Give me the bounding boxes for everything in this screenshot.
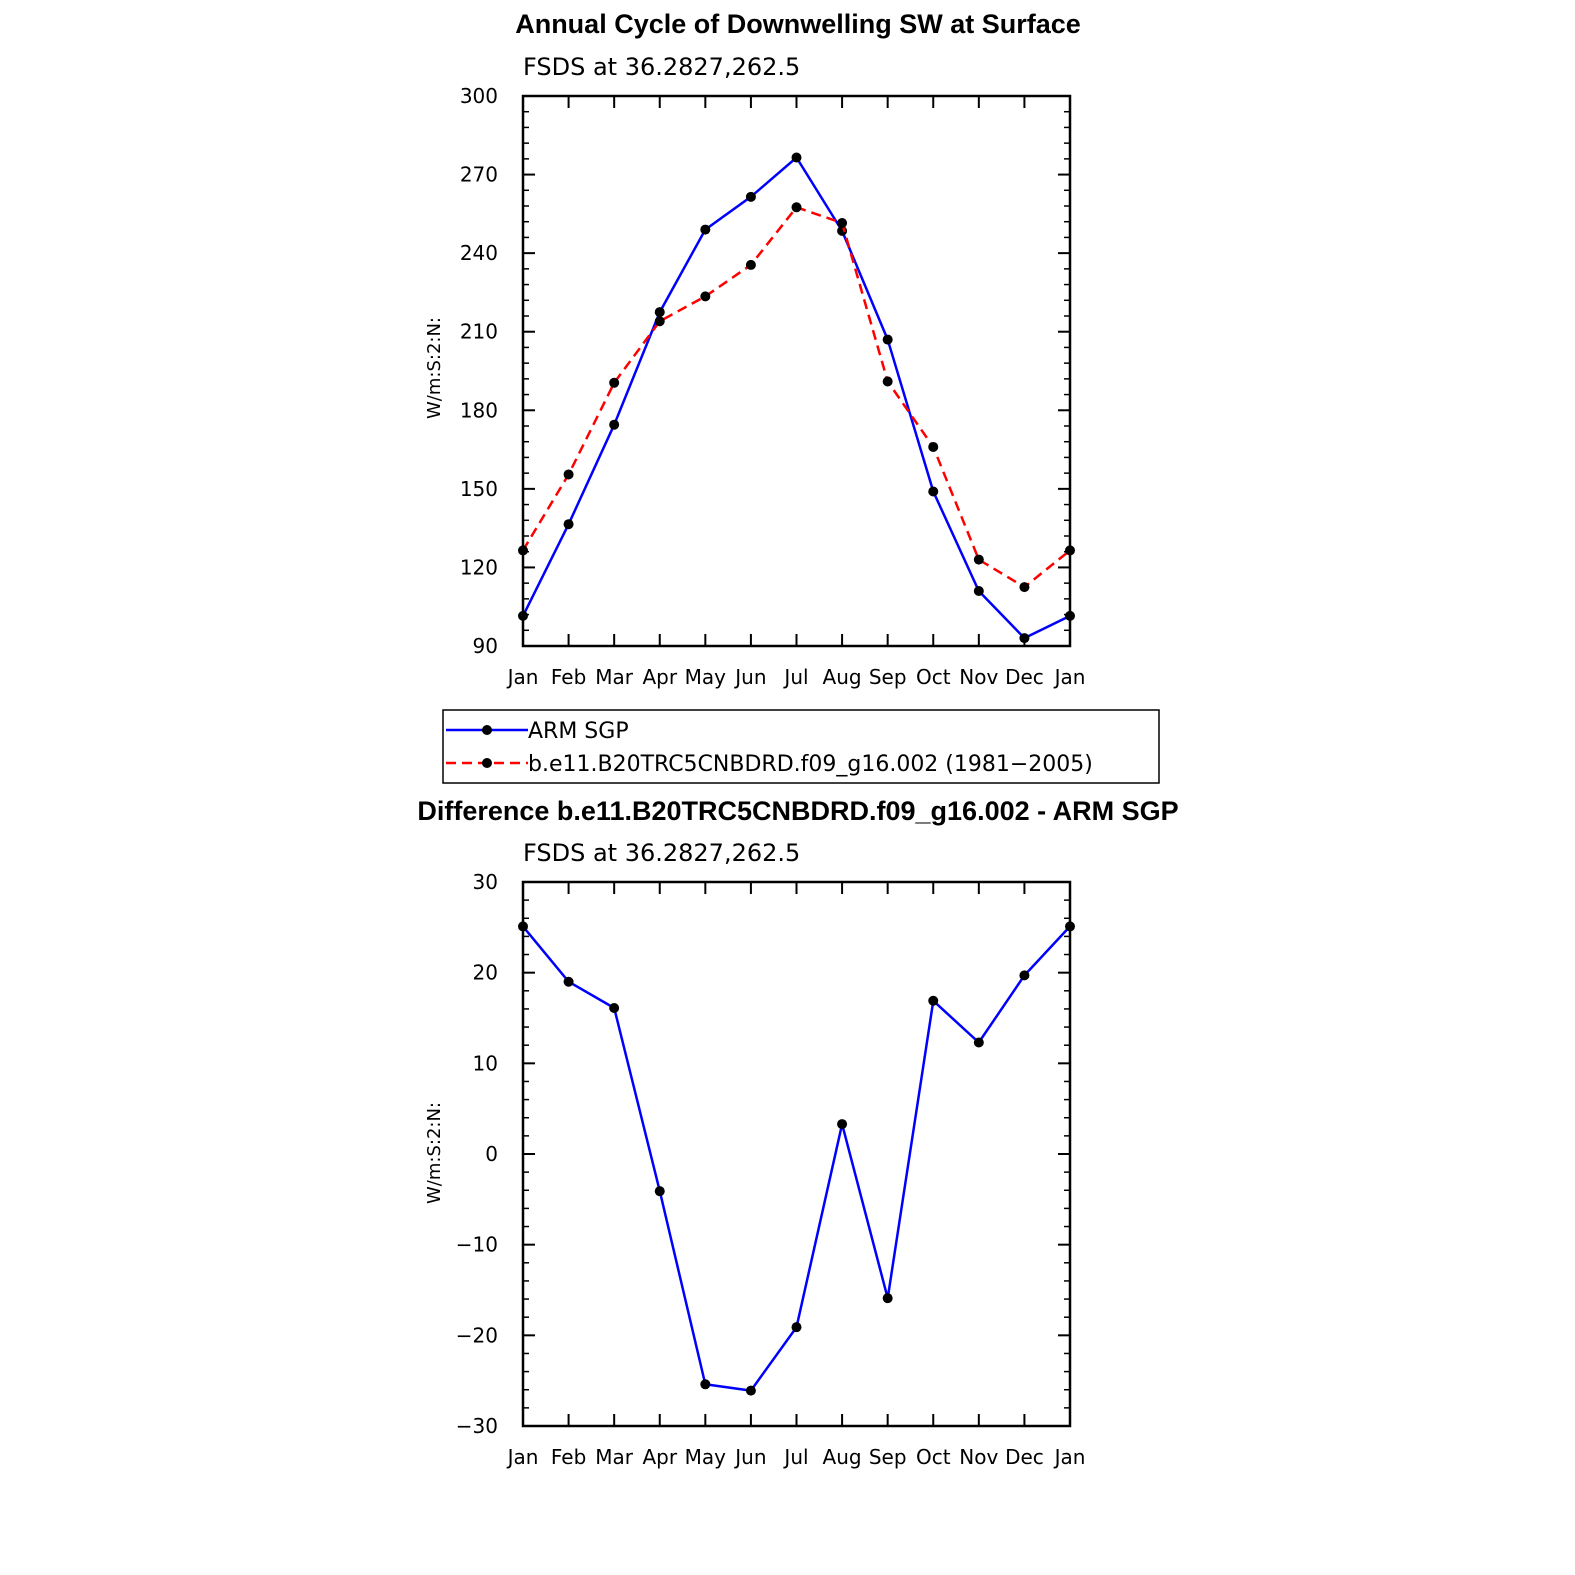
x-tick-label: Mar: [595, 1445, 634, 1469]
data-point: [791, 1322, 802, 1333]
data-point: [973, 1037, 984, 1048]
y-tick-label: 30: [473, 870, 498, 894]
data-point: [1019, 633, 1030, 644]
data-point: [563, 519, 574, 530]
y-tick-label: 210: [460, 320, 498, 344]
data-point: [928, 441, 939, 452]
difference-chart: Difference b.e11.B20TRC5CNBDRD.f09_g16.0…: [417, 796, 1178, 1469]
x-tick-label: Jul: [782, 665, 808, 689]
x-tick-label: May: [685, 1445, 727, 1469]
chart-subtitle: FSDS at 36.2827,262.5: [523, 53, 800, 81]
data-point: [928, 486, 939, 497]
y-tick-label: 300: [460, 84, 498, 108]
x-tick-label: Aug: [823, 665, 862, 689]
y-tick-label: 10: [473, 1051, 498, 1075]
chart-subtitle: FSDS at 36.2827,262.5: [523, 839, 800, 867]
legend-marker-arm-sgp: [482, 725, 492, 735]
plot-frame: [521, 880, 1072, 1428]
data-point: [837, 1119, 848, 1130]
y-tick-label: 20: [473, 961, 498, 985]
x-tick-label: Oct: [916, 665, 951, 689]
data-point: [654, 316, 665, 327]
data-point: [1019, 970, 1030, 981]
x-tick-label: Jan: [1053, 1445, 1086, 1469]
y-tick-label: −30: [456, 1414, 498, 1438]
x-tick-label: Mar: [595, 665, 634, 689]
y-tick-label: 90: [473, 634, 498, 658]
data-point: [700, 224, 711, 235]
x-tick-label: Jan: [506, 1445, 539, 1469]
y-axis-label: W/m:S:2:N:: [424, 317, 445, 419]
data-point: [563, 469, 574, 480]
data-point: [973, 554, 984, 565]
x-tick-label: Aug: [823, 1445, 862, 1469]
data-point: [609, 419, 620, 430]
legend: ARM SGP b.e11.B20TRC5CNBDRD.f09_g16.002 …: [442, 709, 1160, 784]
data-point: [700, 1379, 711, 1390]
annual-cycle-chart: Annual Cycle of Downwelling SW at Surfac…: [424, 9, 1085, 689]
data-point: [973, 586, 984, 596]
y-tick-label: 150: [460, 477, 498, 501]
x-tick-label: Nov: [959, 665, 998, 689]
data-point: [745, 1385, 756, 1396]
legend-marker-model: [482, 758, 492, 768]
series-line-0: [522, 925, 1071, 1392]
x-tick-label: Feb: [551, 1445, 586, 1469]
x-tick-label: Apr: [642, 665, 677, 689]
y-tick-label: −10: [456, 1233, 498, 1257]
x-tick-label: Jan: [506, 665, 539, 689]
data-point: [791, 152, 802, 163]
data-point: [563, 976, 574, 987]
legend-label-model: b.e11.B20TRC5CNBDRD.f09_g16.002 (1981−20…: [528, 752, 1093, 777]
data-point: [609, 377, 620, 388]
x-tick-label: Nov: [959, 1445, 998, 1469]
x-tick-label: May: [685, 665, 727, 689]
y-tick-label: 180: [460, 398, 498, 422]
series-line-1: [521, 205, 1071, 589]
x-tick-label: Feb: [551, 665, 586, 689]
x-tick-label: Dec: [1005, 665, 1044, 689]
y-tick-label: 240: [460, 241, 498, 265]
x-tick-label: Jun: [733, 665, 766, 689]
data-point: [882, 376, 893, 387]
data-point: [745, 191, 756, 202]
chart-title: Difference b.e11.B20TRC5CNBDRD.f09_g16.0…: [417, 796, 1178, 826]
x-tick-label: Jul: [782, 1445, 808, 1469]
x-tick-label: Sep: [869, 1445, 907, 1469]
chart-title: Annual Cycle of Downwelling SW at Surfac…: [515, 9, 1081, 39]
data-point: [928, 995, 939, 1006]
y-tick-label: 120: [460, 555, 498, 579]
y-tick-label: 0: [485, 1142, 498, 1166]
data-point: [700, 291, 711, 302]
data-point: [791, 202, 802, 213]
data-point: [837, 218, 848, 229]
legend-box: [442, 709, 1160, 784]
data-point: [654, 307, 665, 318]
x-tick-label: Jan: [1053, 665, 1086, 689]
data-point: [745, 259, 756, 270]
legend-label-arm-sgp: ARM SGP: [528, 719, 629, 744]
y-tick-label: −20: [456, 1323, 498, 1347]
x-tick-label: Jun: [733, 1445, 766, 1469]
x-tick-label: Dec: [1005, 1445, 1044, 1469]
data-point: [609, 1003, 620, 1014]
x-tick-label: Apr: [642, 1445, 677, 1469]
y-axis-label: W/m:S:2:N:: [424, 1102, 445, 1204]
x-tick-label: Oct: [916, 1445, 951, 1469]
x-tick-label: Sep: [869, 665, 907, 689]
data-point: [882, 334, 893, 345]
data-point: [1019, 582, 1030, 593]
data-point: [882, 1293, 893, 1304]
y-tick-label: 270: [460, 163, 498, 187]
plot-frame: [521, 94, 1072, 648]
data-point: [654, 1186, 665, 1197]
